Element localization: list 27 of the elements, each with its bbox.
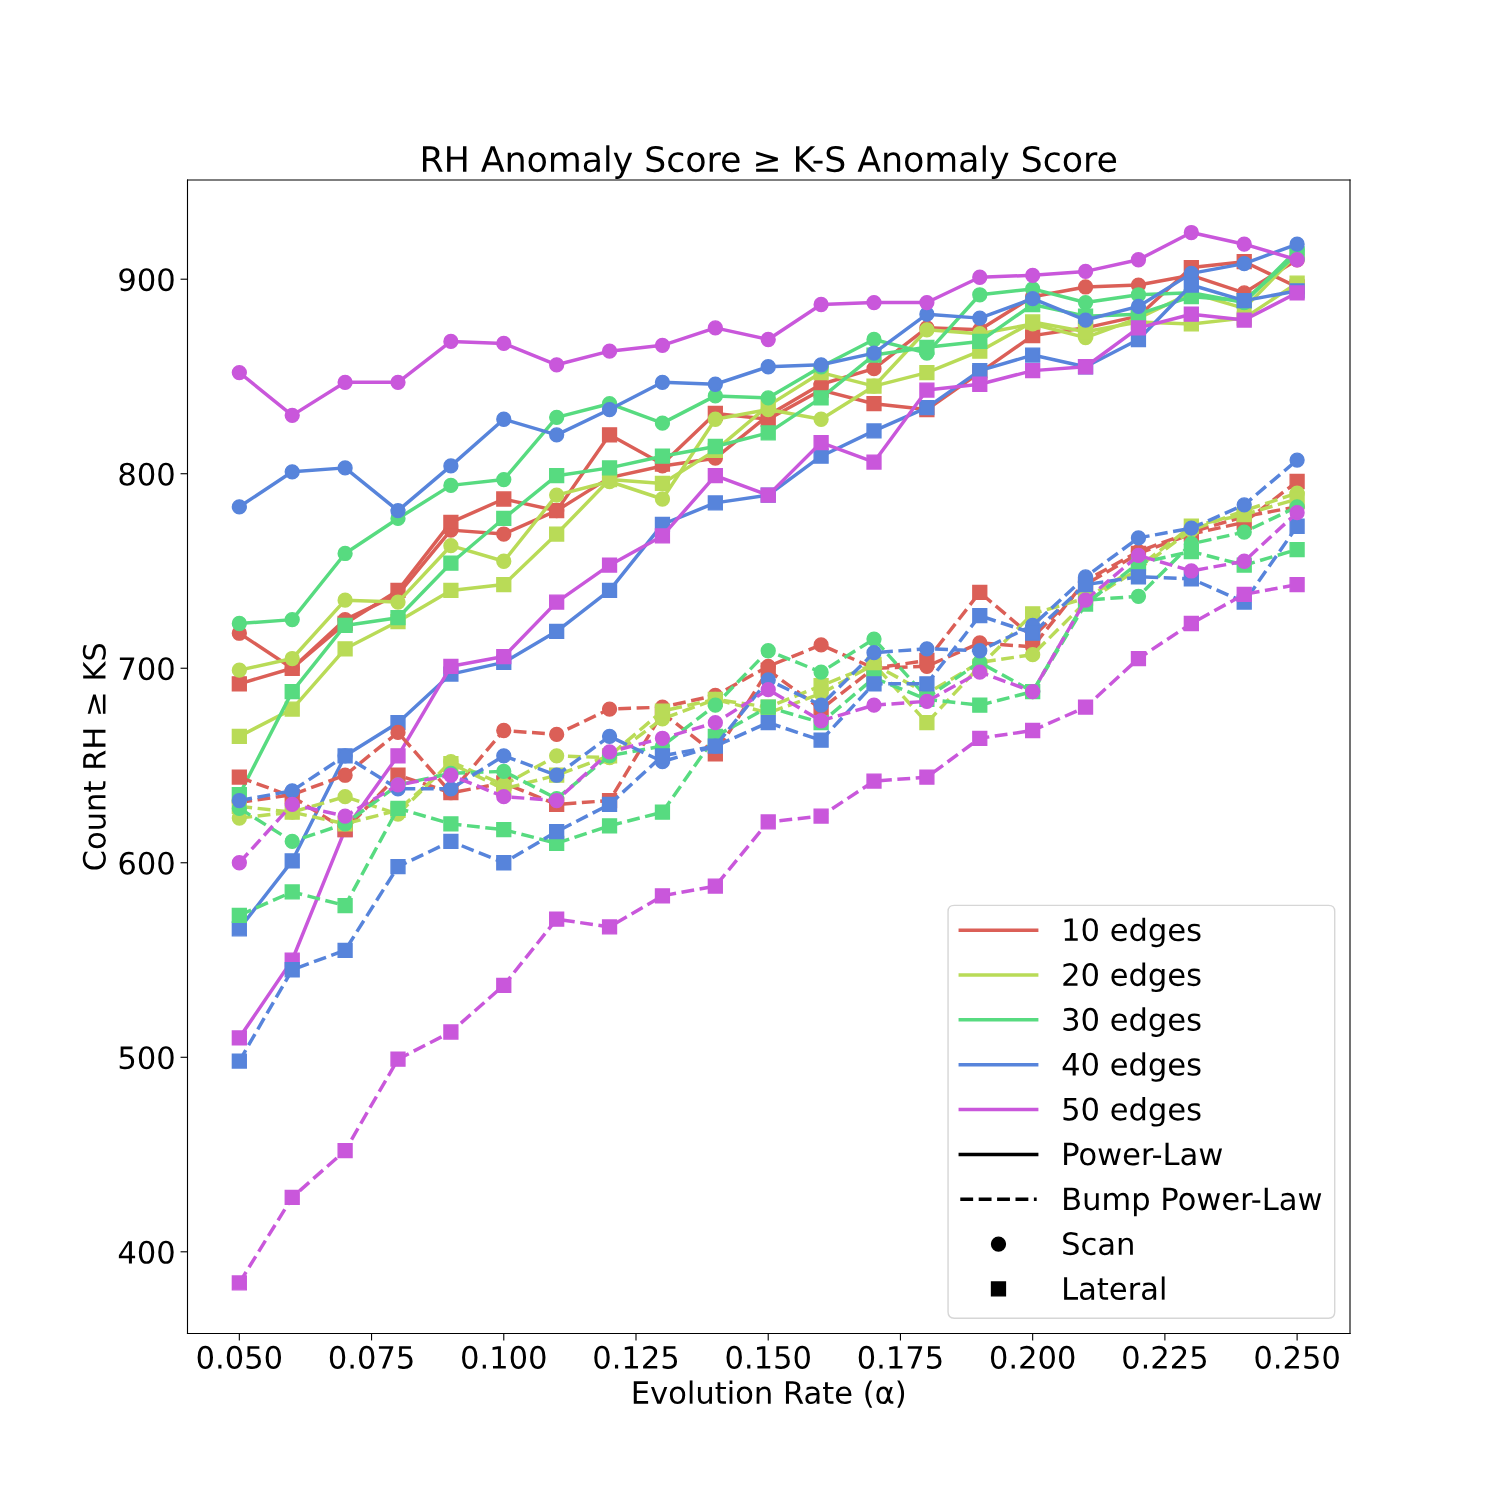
x-tick-label: 0.125 [594, 1345, 678, 1369]
x-tick-label: 0.175 [858, 1345, 942, 1369]
legend-label: 40 edges [1062, 1052, 1201, 1082]
chart-title: RH Anomaly Score ≥ K-S Anomaly Score [423, 145, 1117, 179]
y-tick-label: 900 [119, 268, 174, 292]
legend-label: Lateral [1064, 1276, 1165, 1301]
y-tick-label: 700 [119, 657, 174, 681]
legend-label: 30 edges [1063, 1007, 1201, 1037]
legend-label: 20 edges [1063, 962, 1201, 993]
x-axis-title: Evolution Rate (α) [633, 1380, 905, 1408]
x-tick-label: 0.150 [726, 1345, 810, 1369]
x-tick-label: 0.050 [197, 1345, 282, 1369]
legend-label: Power-Law [1064, 1142, 1223, 1166]
x-tick-label: 0.250 [1255, 1345, 1339, 1369]
legend-label: Bump Power-Law [1064, 1187, 1322, 1217]
legend-label: 10 edges [1064, 917, 1201, 948]
y-tick-label: 500 [119, 1046, 174, 1070]
y-tick-label: 600 [119, 851, 174, 875]
y-tick-label: 400 [118, 1240, 174, 1264]
x-tick-label: 0.200 [990, 1345, 1075, 1369]
x-tick-label: 0.075 [329, 1345, 413, 1369]
x-tick-label: 0.225 [1123, 1345, 1206, 1369]
y-tick-label: 800 [119, 462, 174, 486]
legend-label: Scan [1063, 1232, 1133, 1256]
y-axis-title: Count RH ≥ KS [82, 643, 106, 870]
x-tick-label: 0.100 [462, 1345, 546, 1369]
legend-label: 50 edges [1063, 1097, 1201, 1127]
